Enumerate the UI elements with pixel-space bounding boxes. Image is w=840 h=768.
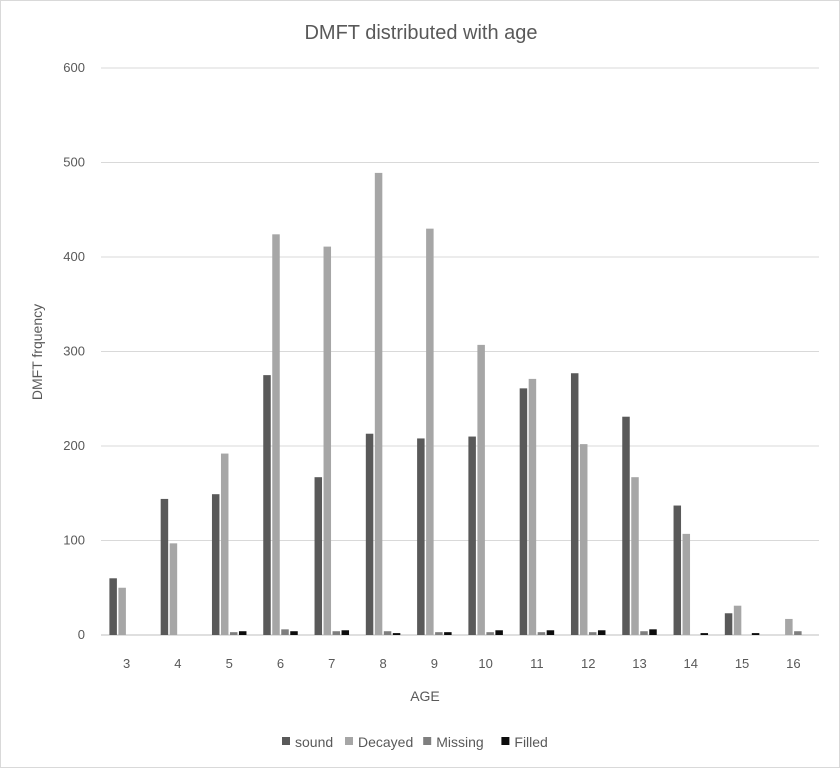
x-tick-label: 4 (174, 656, 181, 671)
x-tick-label: 15 (735, 656, 749, 671)
legend-swatch-filled (501, 737, 510, 745)
x-tick-label: 3 (123, 656, 130, 671)
x-tick-labels: 3 4 5 6 7 8 9 10 11 12 13 14 15 16 (123, 656, 801, 671)
legend-label-filled: Filled (514, 734, 547, 750)
bar-sound-age-7 (314, 477, 323, 635)
x-axis-label: AGE (410, 688, 440, 704)
bar-sound-age-13 (622, 416, 630, 635)
y-axis-label: DMFT frquency (29, 304, 45, 400)
legend-swatch-decayed (345, 737, 353, 745)
bar-missing-age-5 (229, 632, 238, 635)
bar-missing-age-12 (588, 632, 597, 635)
bar-decayed-age-12 (579, 444, 588, 635)
y-tick-label: 500 (63, 155, 85, 170)
bar-sound-age-11 (519, 388, 528, 635)
x-tick-label: 16 (786, 656, 800, 671)
bar-decayed-age-14 (682, 533, 691, 635)
gridlines (101, 67, 819, 636)
bar-filled-age-9 (444, 632, 452, 635)
bar-sound-age-3 (109, 578, 117, 635)
x-tick-label: 7 (328, 656, 335, 671)
bar-sound-age-15 (724, 613, 733, 635)
x-tick-label: 8 (379, 656, 386, 671)
bar-missing-age-11 (537, 632, 546, 635)
bar-decayed-age-16 (785, 618, 793, 635)
x-tick-label: 9 (431, 656, 438, 671)
bar-decayed-age-5 (220, 453, 229, 635)
bar-filled-age-6 (290, 631, 298, 635)
bar-filled-age-14 (700, 633, 709, 635)
bar-filled-age-13 (649, 629, 657, 635)
y-tick-label: 400 (63, 249, 85, 264)
bar-missing-age-13 (640, 631, 648, 635)
bar-sound-age-6 (263, 375, 271, 635)
bar-decayed-age-10 (477, 344, 485, 635)
bar-missing-age-9 (435, 632, 443, 635)
x-tick-label: 11 (530, 656, 544, 671)
bar-missing-age-16 (794, 631, 802, 635)
bar-sound-age-12 (570, 373, 579, 635)
bar-filled-age-7 (341, 630, 350, 635)
bar-sound-age-4 (160, 498, 169, 635)
bar-filled-age-12 (597, 630, 606, 635)
bar-decayed-age-7 (323, 246, 332, 636)
x-tick-label: 12 (581, 656, 595, 671)
y-tick-labels: 0 100 200 300 400 500 600 (63, 60, 85, 642)
bar-missing-age-10 (486, 632, 494, 635)
bar-filled-age-15 (751, 633, 760, 635)
bar-filled-age-5 (238, 631, 247, 635)
bar-filled-age-8 (392, 633, 401, 635)
bar-sound-age-5 (211, 494, 220, 635)
bar-filled-age-11 (546, 630, 555, 635)
bar-sound-age-8 (365, 433, 374, 635)
legend-swatch-missing (423, 737, 432, 745)
bar-decayed-age-4 (169, 543, 178, 635)
bar-decayed-age-3 (118, 587, 126, 635)
bar-missing-age-6 (281, 629, 289, 635)
bar-decayed-age-13 (631, 477, 639, 635)
x-tick-label: 10 (478, 656, 492, 671)
bar-decayed-age-15 (733, 605, 742, 635)
y-tick-label: 200 (63, 438, 85, 453)
bar-filled-age-10 (495, 630, 503, 635)
x-tick-label: 13 (632, 656, 646, 671)
bar-decayed-age-9 (426, 228, 434, 635)
x-tick-label: 5 (226, 656, 233, 671)
bar-decayed-age-6 (272, 234, 280, 635)
bars (109, 172, 802, 636)
bar-sound-age-14 (673, 505, 682, 635)
legend-label-missing: Missing (436, 734, 483, 750)
bar-missing-age-7 (332, 631, 341, 635)
legend-label-decayed: Decayed (358, 734, 413, 750)
chart-title: DMFT distributed with age (304, 22, 537, 44)
x-tick-label: 14 (684, 656, 698, 671)
legend: sound Decayed Missing Filled (282, 734, 548, 750)
bar-sound-age-10 (468, 436, 476, 635)
y-tick-label: 300 (63, 344, 85, 359)
y-tick-label: 600 (63, 60, 85, 75)
y-tick-label: 100 (63, 533, 85, 548)
bar-decayed-age-11 (528, 378, 537, 635)
legend-swatch-sound (282, 737, 290, 745)
bar-sound-age-9 (417, 438, 425, 635)
bar-decayed-age-8 (374, 172, 383, 635)
x-tick-label: 6 (277, 656, 284, 671)
legend-label-sound: sound (295, 734, 333, 750)
bar-missing-age-8 (383, 631, 392, 635)
y-tick-label: 0 (78, 627, 85, 642)
